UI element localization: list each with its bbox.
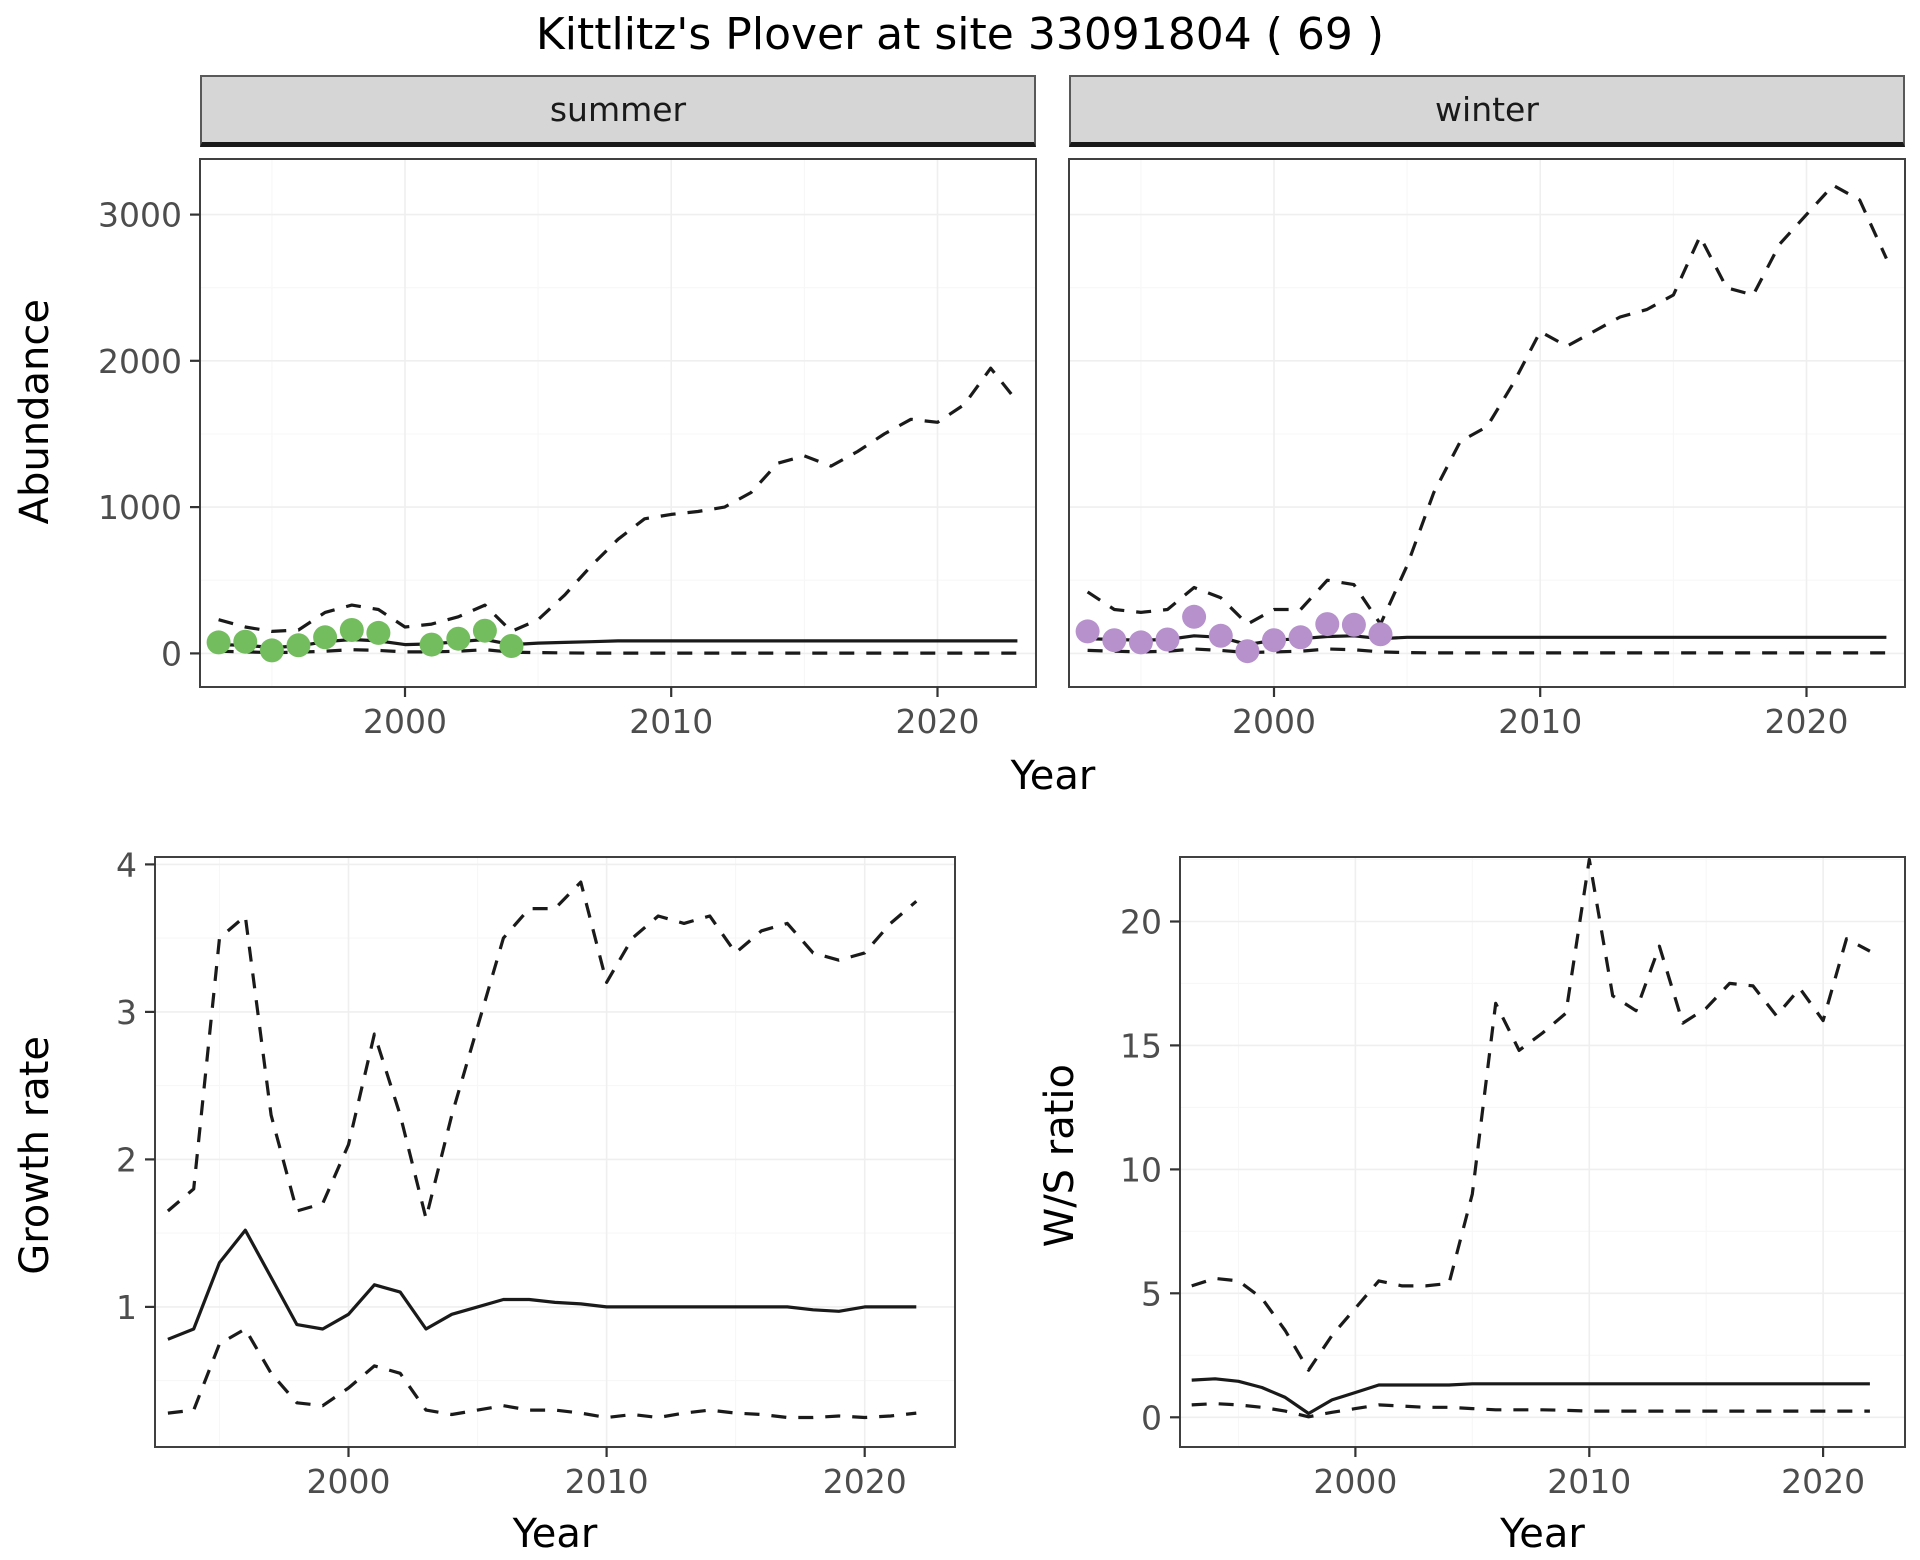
abundance_winter-observed-point (1155, 627, 1180, 652)
abundance_winter-observed-point (1235, 638, 1260, 663)
abundance_winter-observed-point (1341, 612, 1366, 637)
x-tick-label: 2010 (565, 1462, 649, 1501)
panel-background (1069, 158, 1905, 687)
y-tick-label: 1000 (98, 488, 182, 527)
panel-background (155, 856, 955, 1447)
abundance_winter-observed-point (1208, 623, 1233, 648)
figure-title: Kittlitz's Plover at site 33091804 ( 69 … (535, 9, 1385, 60)
abundance_summer-observed-point (286, 632, 311, 657)
y-tick-label: 10 (1120, 1150, 1162, 1189)
growth-rate-y-axis-title: Growth rate (12, 1036, 58, 1275)
ws_ratio-median_fit-line (1191, 1376, 1870, 1415)
x-tick-label: 2010 (629, 702, 713, 741)
panel-background (200, 158, 1036, 687)
abundance_summer-observed-point (419, 632, 444, 657)
growth-rate-x-axis-title: Year (512, 1510, 598, 1557)
abundance-winter-chart: 2000 2010 2020 (1068, 157, 1906, 741)
panel-border (154, 855, 956, 1448)
y-tick-label: 2 (116, 1140, 137, 1179)
y-tick-label: 5 (1141, 1274, 1162, 1313)
abundance_summer-observed-point (259, 637, 284, 662)
abundance_winter-observed-point (1288, 624, 1313, 649)
growth-rate-y-axis-title-col: Growth rate (10, 845, 60, 1557)
ws_ratio-lower_95ci-line (1191, 1401, 1870, 1418)
y-tick-label: 15 (1120, 1026, 1162, 1065)
x-tick-label: 2000 (363, 702, 447, 741)
y-tick-label: 4 (116, 845, 137, 884)
ws-ratio-chart: 2000 2010 2020 0 5 10 15 20 (1120, 855, 1906, 1501)
ws-ratio-y-axis-title: W/S ratio (1037, 1063, 1083, 1248)
abundance_summer-observed-point (366, 620, 391, 645)
panel-border (1068, 157, 1906, 688)
y-tick-label: 3 (116, 992, 137, 1031)
abundance-summer-chart: 2000 2010 2020 0 1000 2000 3000 (98, 157, 1037, 741)
x-tick-label: 2010 (1498, 702, 1582, 741)
panel-border (1179, 855, 1906, 1448)
facet-winter: winter 2000 2010 2020 (1064, 74, 1910, 749)
abundance_winter-observed-point (1075, 618, 1100, 643)
abundance_summer-observed-point (446, 626, 471, 651)
x-tick-label: 2000 (307, 1462, 391, 1501)
x-tick-label: 2020 (1765, 702, 1849, 741)
y-tick-label: 0 (1141, 1398, 1162, 1437)
x-tick-label: 2000 (1313, 1462, 1397, 1501)
abundance_summer-observed-point (472, 618, 497, 643)
facet-strip-winter-label: winter (1435, 89, 1539, 129)
growth-rate-chart-col: 2000 2010 2020 1 2 3 4 Year (60, 845, 965, 1557)
abundance_summer-observed-point (206, 629, 231, 654)
abundance_winter-observed-point (1182, 604, 1207, 629)
facet-summer: summer 2000 2010 2020 0 1000 2000 3000 (60, 74, 1040, 749)
facet-strip-summer-label: summer (549, 89, 687, 129)
ws-ratio-y-axis-title-col: W/S ratio (1035, 845, 1085, 1557)
panel-border (199, 157, 1037, 688)
abundance_summer-observed-point (233, 629, 258, 654)
y-tick-label: 1 (116, 1287, 137, 1326)
growth_rate-median_fit-line (167, 1228, 917, 1341)
abundance-y-axis-title: Abundance (12, 298, 58, 525)
y-tick-label: 3000 (98, 195, 182, 234)
y-tick-label: 0 (161, 634, 182, 673)
abundance_winter-observed-point (1368, 621, 1393, 646)
ws-ratio-block: W/S ratio 2000 2010 2020 0 5 10 15 20 Year (1035, 845, 1915, 1557)
derived-metrics-row: Growth rate 2000 2010 2020 1 2 3 4 Year W/S ra… (0, 845, 1920, 1557)
growth_rate-upper_95ci-line (166, 880, 918, 1220)
y-tick-label: 2000 (98, 341, 182, 380)
ws-ratio-chart-col: 2000 2010 2020 0 5 10 15 20 Year (1085, 845, 1915, 1557)
facet-strip-summer: summer (200, 74, 1036, 147)
x-tick-label: 2020 (823, 1462, 907, 1501)
x-tick-label: 2010 (1547, 1462, 1631, 1501)
ws-ratio-x-axis-title: Year (1500, 1510, 1585, 1557)
panel-background (1180, 856, 1905, 1447)
abundance_winter-observed-point (1315, 611, 1340, 636)
growth-rate-chart: 2000 2010 2020 1 2 3 4 (116, 845, 956, 1501)
abundance_summer-observed-point (499, 633, 524, 658)
x-tick-label: 2020 (1781, 1462, 1865, 1501)
growth_rate-lower_95ci-line (167, 1326, 917, 1419)
y-tick-label: 20 (1120, 902, 1162, 941)
abundance_winter-upper_95ci-line (1086, 183, 1888, 626)
abundance_winter-observed-point (1262, 627, 1286, 652)
abundance_summer-observed-point (313, 624, 338, 649)
abundance_summer-observed-point (339, 617, 364, 642)
abundance-x-axis-title: Year (1010, 752, 1096, 799)
x-tick-label: 2020 (896, 702, 980, 741)
ws_ratio-upper_95ci-line (1191, 857, 1871, 1372)
abundance_summer-upper_95ci-line (218, 366, 1019, 633)
abundance-y-axis-title-col: Abundance (10, 75, 60, 749)
x-tick-label: 2000 (1232, 702, 1316, 741)
growth-rate-block: Growth rate 2000 2010 2020 1 2 3 4 Year (10, 845, 965, 1557)
abundance-row: Abundance summer 2000 2010 2020 0 1000 2000 30… (0, 74, 1920, 749)
abundance_winter-observed-point (1128, 629, 1153, 654)
facet-strip-winter: winter (1069, 74, 1905, 147)
abundance_winter-observed-point (1102, 627, 1127, 652)
